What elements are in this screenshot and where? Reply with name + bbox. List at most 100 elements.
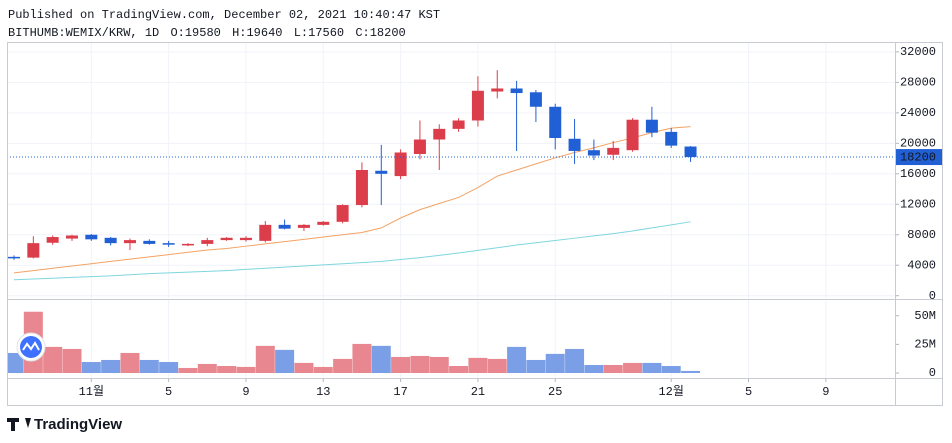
volume-bar [603, 364, 623, 373]
candle-body [510, 88, 523, 94]
volume-bar [101, 359, 121, 373]
candle-body [549, 106, 562, 138]
y-tick-label: 32000 [900, 45, 936, 59]
volume-bar [313, 366, 333, 373]
volume-bar [120, 352, 140, 373]
volume-bar [62, 348, 82, 373]
moving-average-line [13, 126, 691, 274]
candle-body [433, 128, 446, 140]
volume-bar [217, 366, 237, 373]
chart-subtitle: BITHUMB:WEMIX/KRW, 1D O:19580 H:19640 L:… [8, 26, 406, 40]
volume-bar [681, 370, 701, 373]
candle-body [607, 147, 620, 155]
candle-body [278, 224, 291, 229]
candle-body [413, 139, 426, 154]
volume-bar [43, 346, 63, 373]
x-tick-label: 13 [316, 385, 330, 399]
price-pane [7, 70, 895, 281]
candle-body [568, 138, 581, 151]
candle-body [587, 150, 600, 156]
volume-tick-label: 25M [914, 338, 936, 352]
volume-bar [545, 353, 565, 373]
x-tick-label: 21 [471, 385, 485, 399]
symbol: BITHUMB:WEMIX/KRW, 1D [8, 26, 159, 40]
volume-bar [236, 366, 256, 373]
candle-body [665, 131, 678, 146]
volume-bar [661, 366, 681, 373]
x-tick-label: 5 [165, 385, 172, 399]
volume-bar [275, 349, 295, 373]
y-tick-label: 4000 [907, 258, 936, 272]
candle-body [452, 120, 465, 129]
volume-bar [352, 343, 372, 373]
low-value: 17560 [308, 26, 344, 40]
candle-body [162, 243, 175, 245]
candle-body [394, 152, 407, 177]
candle-body [181, 243, 194, 246]
candle-body [220, 237, 233, 241]
x-tick-label: 9 [822, 385, 829, 399]
open-value: 19580 [185, 26, 221, 40]
candle-body [123, 240, 136, 244]
x-tick-label: 9 [242, 385, 249, 399]
candle-body [491, 88, 504, 92]
y-tick-label: 28000 [900, 76, 936, 90]
volume-bar [391, 356, 411, 373]
y-tick-label: 24000 [900, 106, 936, 120]
x-tick-label: 5 [745, 385, 752, 399]
candle-body [336, 205, 349, 222]
low-label: L: [294, 26, 308, 40]
volume-bar [159, 362, 179, 373]
candle-body [375, 170, 388, 174]
candle-body [471, 90, 484, 121]
volume-bar [255, 345, 275, 373]
volume-bar [507, 346, 527, 373]
y-tick-label: 20000 [900, 137, 936, 151]
volume-tick-label: 50M [914, 309, 936, 323]
candle-body [317, 221, 330, 225]
volume-bar [197, 363, 217, 373]
volume-bar [468, 357, 488, 373]
volume-bar [623, 362, 643, 373]
x-tick-label: 25 [548, 385, 562, 399]
candle-body [201, 240, 214, 244]
last-price-label: 18200 [900, 151, 936, 165]
candle-body [104, 237, 117, 244]
x-tick-label: 12월 [658, 384, 683, 399]
candle-body [65, 235, 78, 239]
volume-pane [7, 311, 701, 373]
candle-body [85, 234, 98, 240]
high-label: H: [232, 26, 246, 40]
volume-bar [139, 359, 159, 373]
volume-bar [565, 348, 585, 373]
candle-body [27, 243, 40, 258]
candle-body [645, 119, 658, 133]
last-price-tag [896, 149, 942, 166]
y-tick-label: 0 [929, 289, 936, 303]
volume-bar [410, 355, 430, 373]
volume-bar [429, 356, 449, 373]
candle-body [143, 240, 156, 244]
brand-logo [7, 418, 31, 431]
volume-bar [7, 352, 24, 373]
brand-name: TradingView [34, 416, 122, 433]
candle-body [8, 256, 20, 259]
y-tick-label: 8000 [907, 228, 936, 242]
moving-average-line [13, 221, 691, 281]
candle-body [239, 237, 252, 241]
logo-badge [16, 332, 46, 362]
volume-bar [81, 362, 101, 373]
volume-bar [178, 367, 198, 373]
volume-bar [526, 359, 546, 373]
y-tick-label: 12000 [900, 197, 936, 211]
volume-bar [294, 362, 314, 373]
volume-bar [584, 364, 604, 373]
x-tick-label: 17 [393, 385, 407, 399]
close-value: 18200 [370, 26, 406, 40]
axes: 0 4000 8000 12000 16000 20000 24000 28000 32000 0… [79, 45, 942, 399]
x-tick-label: 11월 [79, 384, 104, 399]
candle-body [529, 92, 542, 107]
volume-bar [371, 345, 391, 373]
